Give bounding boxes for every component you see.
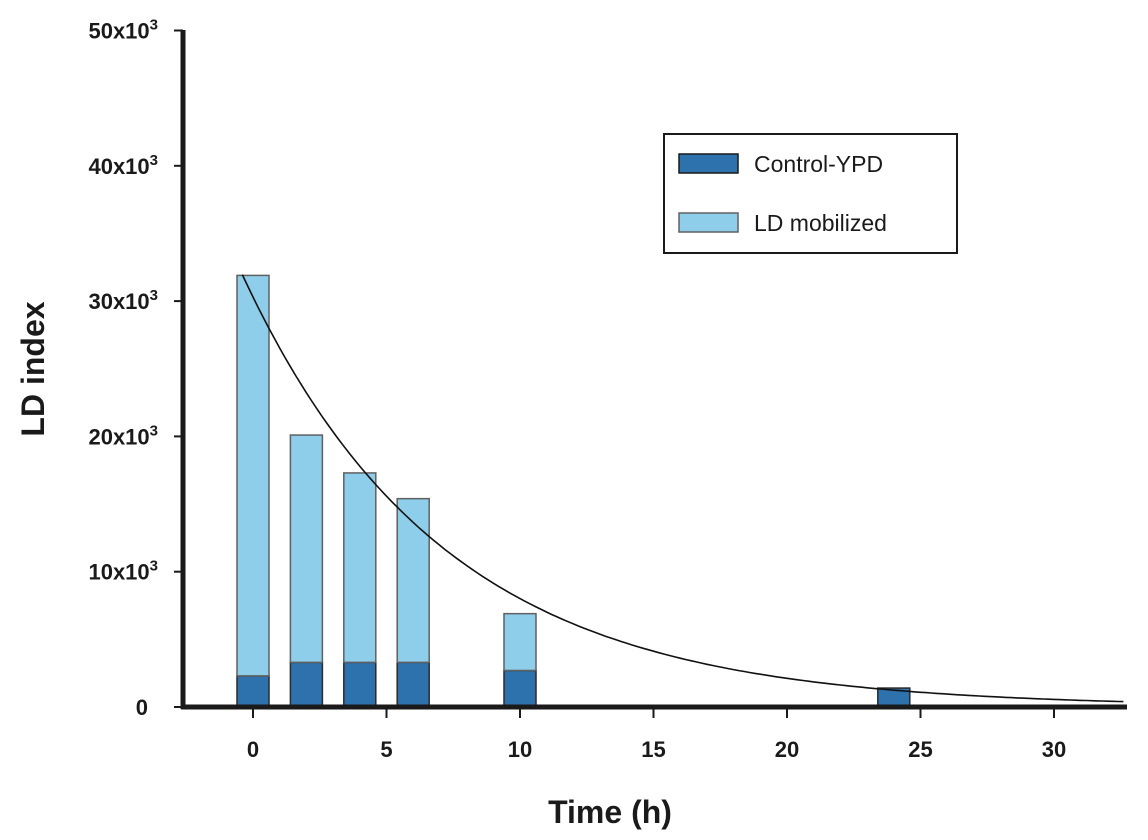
bar-ld-mobilized-t4 [343,472,377,664]
x-ticks-group: 0 5 10 15 20 25 30 [247,707,1066,762]
y-tick-label: 10x103 [88,558,158,585]
x-axis-title: Time (h) [548,794,672,830]
y-ticks-group: 0 10x103 20x103 30x103 40x103 50x103 [88,17,183,720]
y-tick-label: 20x103 [88,422,158,449]
y-tick-label: 0 [136,695,148,720]
bar-control-ypd-t4 [343,661,377,708]
legend-label-control-ypd: Control-YPD [754,151,883,177]
bar-control-ypd-t10 [503,669,537,708]
x-tick-label: 20 [775,737,799,762]
fit-curve [241,274,1124,703]
legend-swatch-control-ypd [678,153,739,174]
bar-ld-mobilized-t2 [289,434,324,664]
bar-control-ypd-t2 [289,661,324,708]
y-axis-title: LD index [15,301,51,436]
bar-control-ypd-t0 [236,675,270,708]
bar-ld-mobilized-t10 [503,612,537,672]
bars-group [236,274,911,708]
x-tick-label: 25 [908,737,932,762]
y-tick-label: 40x103 [88,152,158,179]
x-tick-label: 10 [508,737,532,762]
x-tick-label: 0 [247,737,259,762]
x-tick-label: 30 [1042,737,1066,762]
y-tick-label: 30x103 [88,287,158,314]
bar-ld-mobilized-t0 [236,274,270,677]
y-tick-label: 50x103 [88,17,158,44]
x-tick-label: 15 [641,737,665,762]
bar-ld-mobilized-t6 [396,497,430,664]
legend-label-ld-mobilized: LD mobilized [754,210,887,236]
legend-swatch-ld-mobilized [678,212,739,233]
bar-control-ypd-t6 [396,661,430,708]
legend: Control-YPD LD mobilized [663,133,958,254]
x-tick-label: 5 [380,737,392,762]
